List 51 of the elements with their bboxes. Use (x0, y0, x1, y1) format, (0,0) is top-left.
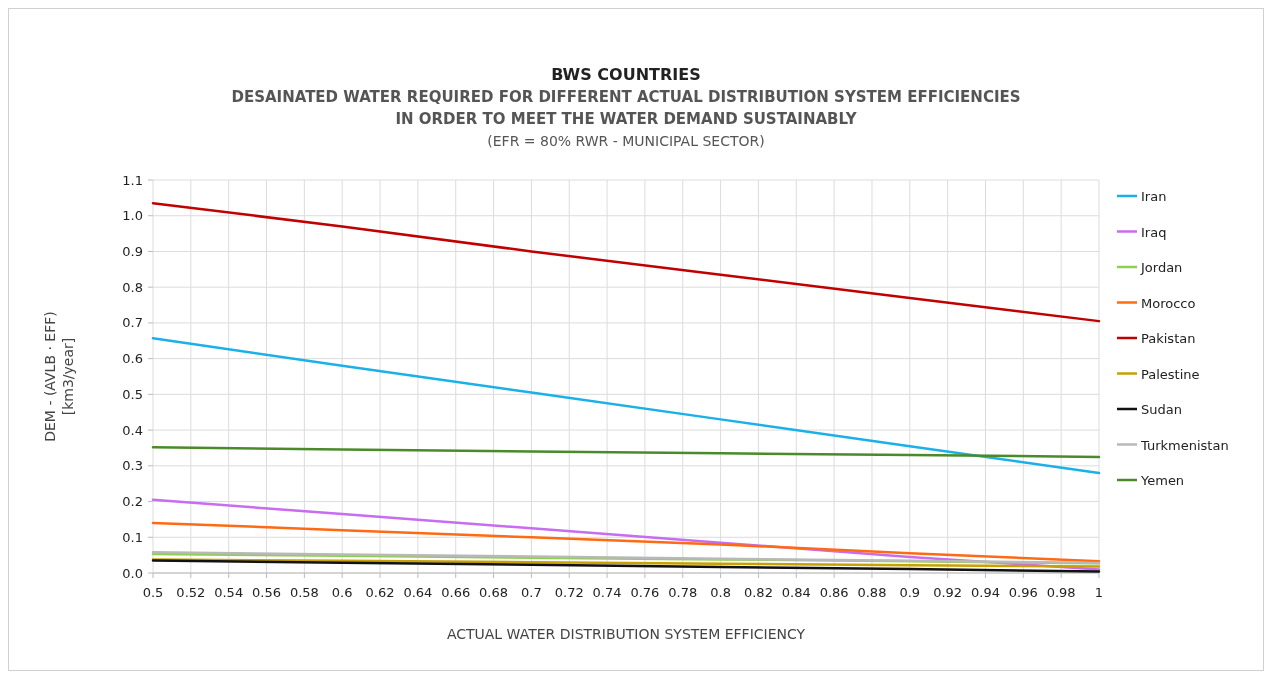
x-tick-label: 0.66 (441, 585, 471, 600)
x-tick-label: 0.74 (592, 585, 622, 600)
x-tick-label: 0.6 (331, 585, 353, 600)
legend-label: Yemen (1140, 473, 1185, 488)
x-tick-label: 0.82 (743, 585, 773, 600)
chart-title: BWS COUNTRIES (551, 65, 701, 84)
x-tick-label: 0.64 (403, 585, 433, 600)
legend-label: Pakistan (1141, 331, 1196, 346)
x-tick-label: 0.92 (933, 585, 963, 600)
x-tick-label: 0.7 (521, 585, 542, 600)
y-tick-label: 1.0 (122, 208, 143, 224)
x-tick-label: 0.54 (214, 585, 244, 600)
x-tick-label: 0.94 (971, 585, 1000, 600)
y-tick-label: 0.5 (122, 386, 143, 402)
x-tick-label: 0.68 (479, 585, 509, 600)
y-tick-label: 0.3 (122, 458, 143, 474)
x-tick-label: 0.58 (289, 585, 319, 600)
x-tick-label: 0.86 (819, 585, 849, 600)
legend-label: Jordan (1140, 260, 1183, 275)
y-tick-label: 0.4 (122, 422, 143, 438)
x-axis-title: ACTUAL WATER DISTRIBUTION SYSTEM EFFICIENCY (446, 626, 806, 642)
y-tick-label: 0.7 (122, 315, 143, 331)
x-tick-label: 0.8 (710, 585, 731, 600)
y-tick-label: 1.1 (122, 172, 143, 188)
legend-label: Turkmenistan (1140, 437, 1229, 453)
x-tick-label: 0.78 (668, 585, 698, 600)
x-tick-label: 0.62 (365, 585, 395, 600)
y-tick-label: 0.0 (122, 565, 143, 581)
x-tick-label: 0.96 (1008, 585, 1038, 600)
x-tick-label: 0.9 (899, 585, 921, 600)
legend-label: Iraq (1141, 224, 1167, 240)
x-tick-label: 0.56 (252, 585, 281, 600)
y-tick-label: 0.8 (122, 279, 143, 295)
x-tick-label: 0.98 (1046, 585, 1076, 600)
y-tick-label: 0.9 (122, 243, 143, 259)
x-tick-label: 0.72 (554, 585, 584, 600)
legend-label: Palestine (1141, 366, 1200, 382)
y-tick-label: 0.6 (122, 351, 143, 367)
chart-subtitle: DESAINATED WATER REQUIRED FOR DIFFERENT ACTUAL DISTRIBUTION SYSTEM EFFICIENCIES IN ORDER TO MEET THE WATER DEMAND SUSTAINABLY (EFR = 80% RWR - MUNICIPAL SECTOR) (231, 88, 1021, 149)
y-axis-title: DEM - (AVLB · EFF) [km3/year] (42, 311, 76, 442)
x-tick-label: 0.52 (176, 585, 206, 600)
y-tick-label: 0.1 (122, 529, 143, 545)
legend-label: Morocco (1141, 295, 1196, 311)
legend-label: Sudan (1141, 402, 1182, 417)
x-tick-label: 0.76 (630, 585, 660, 600)
legend-label: Iran (1141, 189, 1167, 204)
x-tick-label: 0.88 (857, 585, 887, 600)
x-tick-label: 0.84 (781, 585, 811, 600)
x-tick-label: 1 (1094, 585, 1104, 600)
x-tick-label: 0.5 (142, 585, 164, 600)
y-tick-label: 0.2 (122, 494, 143, 510)
